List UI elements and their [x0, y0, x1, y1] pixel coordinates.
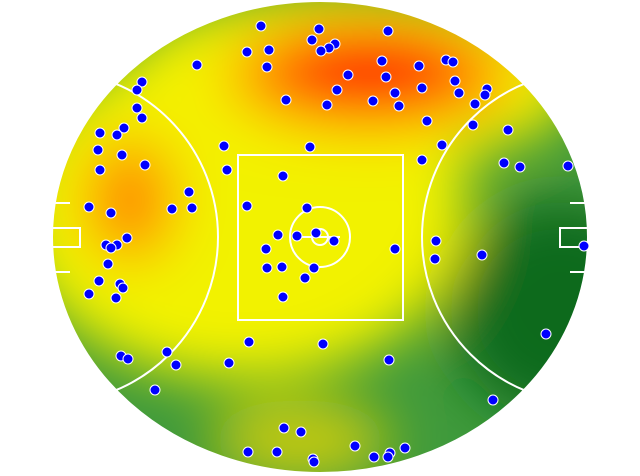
point	[306, 34, 318, 46]
point	[367, 95, 379, 107]
point	[166, 203, 178, 215]
point	[241, 200, 253, 212]
boundary	[51, 0, 589, 474]
point	[118, 122, 130, 134]
point	[295, 426, 307, 438]
point	[317, 338, 329, 350]
point	[498, 157, 510, 169]
point	[105, 242, 117, 254]
point	[429, 253, 441, 265]
point	[223, 357, 235, 369]
point	[280, 94, 292, 106]
point	[276, 261, 288, 273]
point	[578, 240, 590, 252]
point	[186, 202, 198, 214]
point	[170, 359, 182, 371]
point	[436, 139, 448, 151]
point	[487, 394, 499, 406]
point	[349, 440, 361, 452]
point	[111, 129, 123, 141]
point	[502, 124, 514, 136]
point	[299, 272, 311, 284]
point	[313, 23, 325, 35]
point	[383, 354, 395, 366]
point	[131, 102, 143, 114]
point	[291, 230, 303, 242]
point	[393, 100, 405, 112]
point	[304, 141, 316, 153]
point	[315, 45, 327, 57]
point	[121, 232, 133, 244]
point	[277, 170, 289, 182]
point	[149, 384, 161, 396]
point	[221, 164, 233, 176]
point	[416, 154, 428, 166]
point	[321, 99, 333, 111]
point	[479, 89, 491, 101]
point	[380, 71, 392, 83]
point	[131, 84, 143, 96]
point	[110, 292, 122, 304]
point	[376, 55, 388, 67]
point	[308, 456, 320, 468]
point	[562, 160, 574, 172]
point	[277, 291, 289, 303]
point	[389, 87, 401, 99]
point	[447, 56, 459, 68]
point	[416, 82, 428, 94]
point	[271, 446, 283, 458]
point	[310, 227, 322, 239]
point	[94, 164, 106, 176]
point	[272, 229, 284, 241]
point	[191, 59, 203, 71]
point	[116, 149, 128, 161]
point	[382, 451, 394, 463]
point	[117, 282, 129, 294]
point	[399, 442, 411, 454]
point	[243, 336, 255, 348]
point	[242, 446, 254, 458]
point	[453, 87, 465, 99]
point	[389, 243, 401, 255]
point	[261, 61, 273, 73]
point	[93, 275, 105, 287]
point	[241, 46, 253, 58]
point	[430, 235, 442, 247]
point	[218, 140, 230, 152]
point	[255, 20, 267, 32]
point	[136, 112, 148, 124]
point	[278, 422, 290, 434]
point	[161, 346, 173, 358]
point	[301, 202, 313, 214]
point	[94, 127, 106, 139]
point	[449, 75, 461, 87]
point	[105, 207, 117, 219]
point	[382, 25, 394, 37]
point	[136, 76, 148, 88]
point	[342, 69, 354, 81]
point	[331, 84, 343, 96]
point	[308, 262, 320, 274]
point	[83, 288, 95, 300]
point	[328, 235, 340, 247]
point	[368, 451, 380, 463]
point	[139, 159, 151, 171]
point	[540, 328, 552, 340]
point	[476, 249, 488, 261]
point	[83, 201, 95, 213]
point	[260, 243, 272, 255]
point	[421, 115, 433, 127]
point	[122, 353, 134, 365]
point	[183, 186, 195, 198]
point	[92, 144, 104, 156]
point	[469, 98, 481, 110]
point	[467, 119, 479, 131]
point	[263, 44, 275, 56]
point	[261, 262, 273, 274]
point	[514, 161, 526, 173]
point	[413, 60, 425, 72]
point	[102, 258, 114, 270]
